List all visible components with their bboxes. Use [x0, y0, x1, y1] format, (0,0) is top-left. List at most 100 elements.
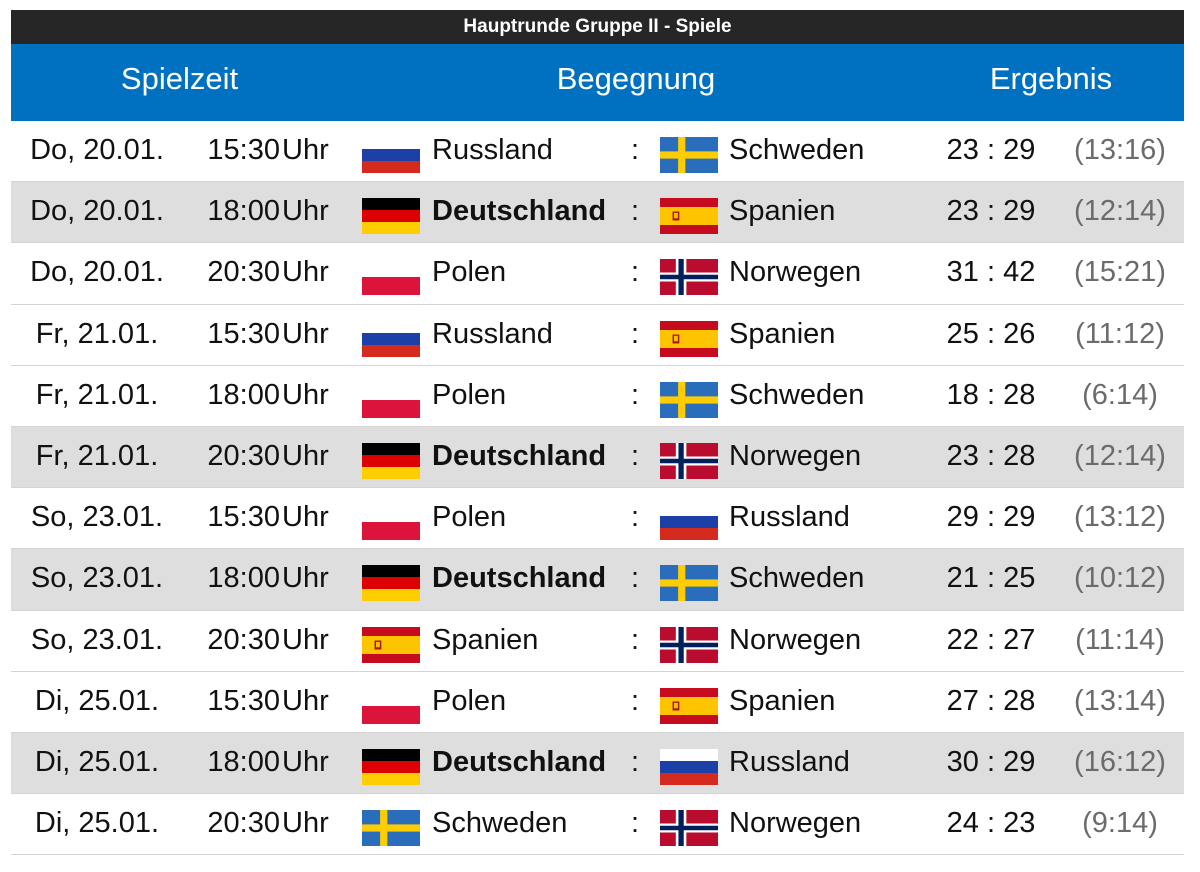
time-unit: Uhr	[282, 256, 329, 289]
time-unit: Uhr	[282, 562, 329, 595]
flag-germany-icon	[362, 565, 420, 602]
match-date: Do, 20.01.	[30, 256, 164, 289]
halftime-score: (13:14)	[1074, 684, 1166, 717]
halftime-score: (9:14)	[1082, 807, 1158, 840]
flag-poland-icon	[362, 687, 420, 724]
home-team: Spanien	[432, 623, 539, 656]
match-separator: :	[630, 134, 640, 166]
flag-russia-icon	[660, 748, 718, 785]
halftime-score: (13:12)	[1074, 501, 1166, 534]
away-team: Schweden	[729, 562, 865, 595]
flag-poland-icon	[362, 504, 420, 541]
match-separator: :	[630, 807, 640, 840]
match-date: Fr, 21.01.	[35, 317, 159, 350]
match-separator: :	[630, 562, 640, 595]
flag-spain-icon	[660, 198, 718, 235]
away-team: Schweden	[729, 134, 865, 166]
table-row: Fr, 21.01. 18:00 Uhr Polen: Schweden 18 : 28 (…	[11, 366, 1184, 427]
home-team: Deutschland	[432, 195, 607, 228]
flag-norway-icon	[660, 442, 718, 479]
flag-norway-icon	[660, 259, 718, 296]
final-score: 30 : 29	[946, 745, 1036, 778]
time-unit: Uhr	[282, 501, 329, 534]
match-separator: :	[630, 256, 640, 289]
match-time: 20:30	[207, 623, 280, 656]
match-separator: :	[630, 195, 640, 228]
match-date: Fr, 21.01.	[35, 439, 159, 472]
table-row: Di, 25.01. 18:00 Uhr Deutschland: Russland 30…	[11, 732, 1184, 795]
schedule-table: Hauptrunde Gruppe II - Spiele Spielzeit …	[11, 10, 1184, 856]
match-separator: :	[630, 623, 640, 656]
match-date: Do, 20.01.	[30, 195, 164, 228]
match-time: 18:00	[207, 562, 280, 595]
flag-russia-icon	[362, 320, 420, 357]
table-row: So, 23.01. 20:30 Uhr Spanien: Norwegen 22 : 2…	[11, 611, 1184, 672]
match-time: 15:30	[207, 134, 280, 166]
time-unit: Uhr	[282, 623, 329, 656]
halftime-score: (12:14)	[1074, 439, 1166, 472]
halftime-score: (13:16)	[1074, 134, 1166, 166]
match-date: So, 23.01.	[30, 623, 164, 656]
match-date: Do, 20.01.	[30, 134, 164, 166]
flag-germany-icon	[362, 442, 420, 479]
table-title: Hauptrunde Gruppe II - Spiele	[11, 10, 1184, 44]
final-score: 25 : 26	[946, 317, 1036, 350]
table-body: Do, 20.01. 15:30 Uhr Russland: Schweden 23 : …	[11, 121, 1184, 856]
header-row: Spielzeit Begegnung Ergebnis	[11, 44, 1184, 121]
table-row: Do, 20.01. 20:30 Uhr Polen: Norwegen 31 : 42 (…	[11, 243, 1184, 305]
final-score: 21 : 25	[946, 562, 1036, 595]
header-result: Ergebnis	[989, 61, 1113, 96]
flag-sweden-icon	[362, 810, 420, 847]
away-team: Russland	[729, 745, 850, 778]
flag-sweden-icon	[660, 565, 718, 602]
table-row: Fr, 21.01. 15:30 Uhr Russland: Spanien 25 : 2…	[11, 305, 1184, 366]
match-separator: :	[630, 378, 640, 411]
flag-poland-icon	[362, 259, 420, 296]
time-unit: Uhr	[282, 684, 329, 717]
away-team: Schweden	[729, 378, 865, 411]
away-team: Norwegen	[729, 256, 862, 289]
flag-norway-icon	[660, 810, 718, 847]
match-separator: :	[630, 684, 640, 717]
table-row: Do, 20.01. 18:00 Uhr Deutschland: Spanien 23 …	[11, 182, 1184, 244]
flag-spain-icon	[660, 687, 718, 724]
match-time: 20:30	[207, 807, 280, 840]
away-team: Spanien	[729, 317, 836, 350]
flag-poland-icon	[362, 381, 420, 418]
match-date: So, 23.01.	[30, 501, 164, 534]
home-team: Deutschland	[432, 562, 607, 595]
flag-germany-icon	[362, 748, 420, 785]
match-date: Di, 25.01.	[34, 684, 160, 717]
halftime-score: (11:12)	[1075, 317, 1165, 350]
match-separator: :	[630, 745, 640, 778]
time-unit: Uhr	[282, 134, 329, 166]
away-team: Spanien	[729, 195, 836, 228]
flag-germany-icon	[362, 198, 420, 235]
match-time: 20:30	[207, 439, 280, 472]
flag-spain-icon	[362, 626, 420, 663]
match-separator: :	[630, 501, 640, 534]
table-row: Fr, 21.01. 20:30 Uhr Deutschland: Norwegen 23…	[11, 426, 1184, 489]
match-time: 18:00	[207, 378, 280, 411]
match-date: Fr, 21.01.	[35, 378, 159, 411]
home-team: Schweden	[432, 807, 568, 840]
match-time: 20:30	[207, 256, 280, 289]
home-team: Russland	[432, 317, 553, 350]
final-score: 29 : 29	[946, 501, 1036, 534]
final-score: 22 : 27	[946, 623, 1036, 656]
final-score: 27 : 28	[946, 684, 1036, 717]
time-unit: Uhr	[282, 807, 329, 840]
table-row: Di, 25.01. 15:30 Uhr Polen: Spanien 27 : 28 (1…	[11, 672, 1184, 733]
final-score: 24 : 23	[946, 807, 1036, 840]
final-score: 23 : 29	[946, 134, 1036, 166]
away-team: Norwegen	[729, 807, 862, 840]
final-score: 23 : 29	[946, 195, 1036, 228]
table-row: Do, 20.01. 15:30 Uhr Russland: Schweden 23 : …	[11, 121, 1184, 183]
match-date: So, 23.01.	[30, 562, 164, 595]
final-score: 18 : 28	[946, 378, 1036, 411]
away-team: Russland	[729, 501, 850, 534]
away-team: Norwegen	[729, 439, 862, 472]
match-separator: :	[630, 439, 640, 472]
final-score: 31 : 42	[946, 256, 1036, 289]
halftime-score: (15:21)	[1074, 256, 1166, 289]
